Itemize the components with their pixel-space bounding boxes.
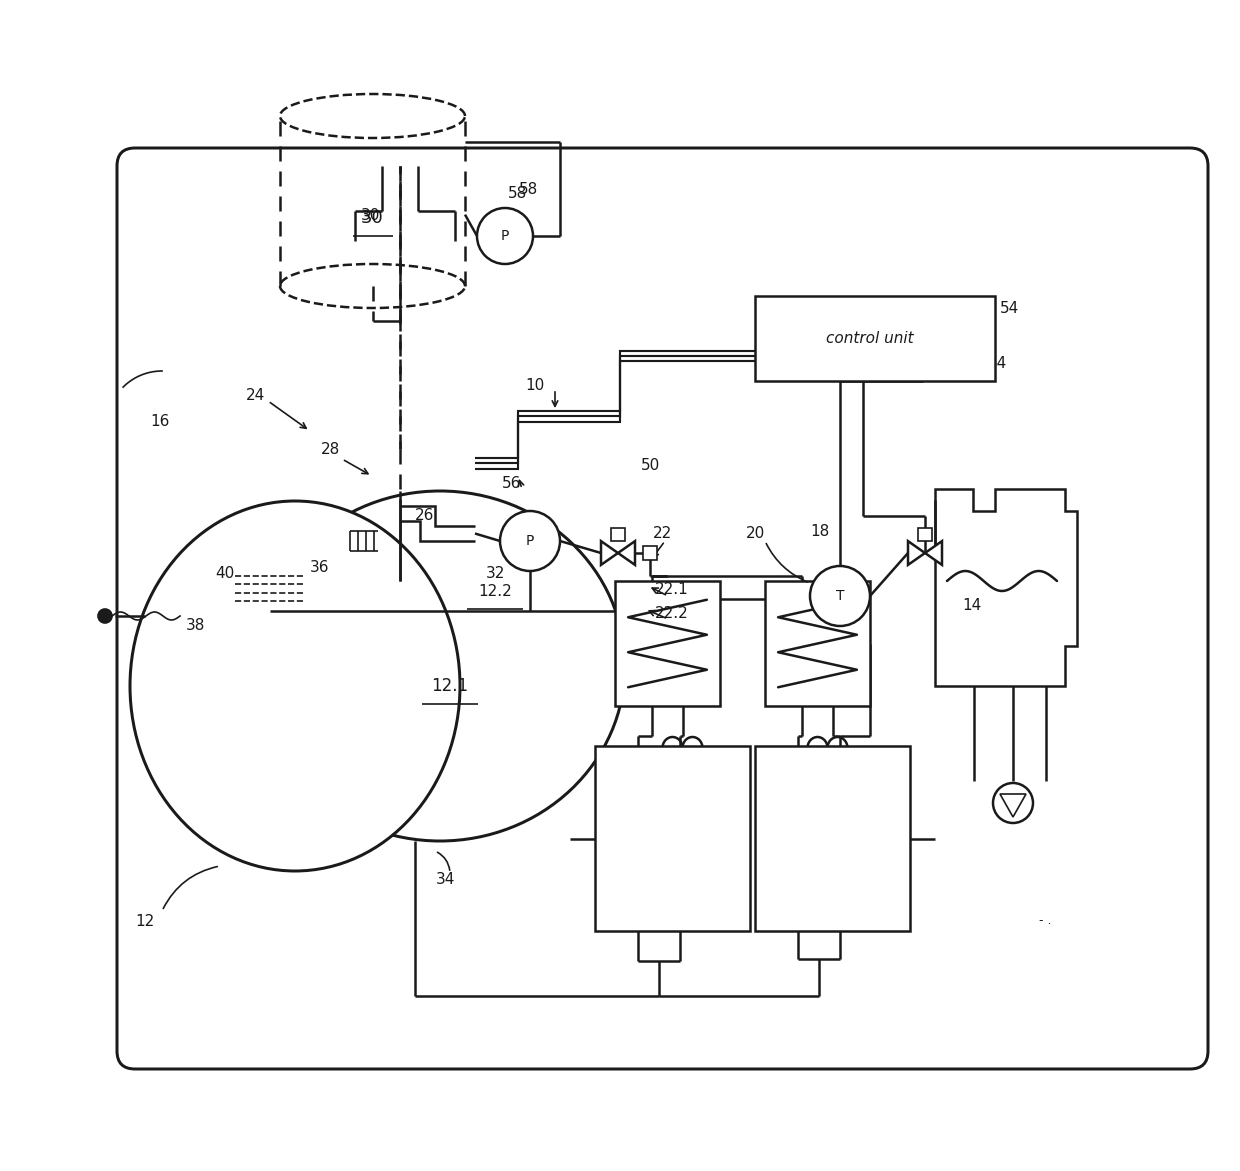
Text: 22.2: 22.2 xyxy=(655,605,689,621)
Text: 38: 38 xyxy=(185,618,205,634)
Text: 12.2: 12.2 xyxy=(479,583,512,598)
Text: 24: 24 xyxy=(246,389,264,404)
Polygon shape xyxy=(908,541,925,564)
Bar xyxy=(615,581,720,706)
Text: 30: 30 xyxy=(361,208,379,224)
Polygon shape xyxy=(618,541,635,564)
Polygon shape xyxy=(601,541,618,564)
Text: 12: 12 xyxy=(135,913,155,929)
Text: 20: 20 xyxy=(745,526,765,541)
Polygon shape xyxy=(999,794,1025,817)
Bar xyxy=(918,528,932,541)
Text: 10: 10 xyxy=(526,378,544,393)
Circle shape xyxy=(810,566,870,626)
Text: control unit: control unit xyxy=(826,331,914,345)
Text: 34: 34 xyxy=(435,871,455,886)
Ellipse shape xyxy=(255,491,625,841)
Text: 54: 54 xyxy=(987,356,1007,371)
Text: P: P xyxy=(501,230,510,244)
Text: 50: 50 xyxy=(640,459,660,473)
Text: T: T xyxy=(836,589,844,603)
Circle shape xyxy=(477,208,533,263)
Text: 14: 14 xyxy=(962,598,982,614)
Text: 12.1: 12.1 xyxy=(432,677,469,696)
Text: 18: 18 xyxy=(811,523,830,539)
Text: 58: 58 xyxy=(518,182,538,197)
Circle shape xyxy=(993,783,1033,823)
Text: P: P xyxy=(526,534,534,548)
Text: 32: 32 xyxy=(485,566,505,581)
Text: 58: 58 xyxy=(507,186,527,201)
Bar xyxy=(595,746,750,931)
Bar xyxy=(755,296,994,381)
Text: 16: 16 xyxy=(150,413,170,429)
Bar xyxy=(755,746,910,931)
Text: 26: 26 xyxy=(415,508,435,523)
Text: 36: 36 xyxy=(310,560,330,575)
Text: - .: - . xyxy=(1039,915,1052,927)
Text: 56: 56 xyxy=(502,475,522,491)
Text: 22.1: 22.1 xyxy=(655,582,689,596)
Polygon shape xyxy=(925,541,942,564)
Text: 54: 54 xyxy=(999,301,1019,316)
Text: 30: 30 xyxy=(361,208,384,227)
Bar xyxy=(765,581,870,706)
Text: 40: 40 xyxy=(216,566,234,581)
Text: 22: 22 xyxy=(652,526,672,541)
Text: 28: 28 xyxy=(320,441,340,457)
Bar xyxy=(644,546,657,560)
FancyBboxPatch shape xyxy=(117,148,1208,1069)
Ellipse shape xyxy=(130,501,460,871)
Bar xyxy=(611,528,625,541)
Circle shape xyxy=(98,609,112,623)
Circle shape xyxy=(500,511,560,571)
